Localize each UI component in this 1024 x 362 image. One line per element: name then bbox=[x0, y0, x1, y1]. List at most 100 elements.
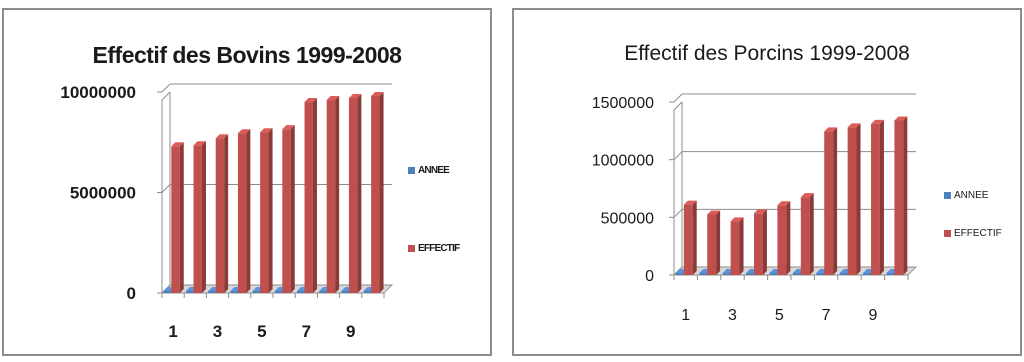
legend-label-annee: ANNEE bbox=[418, 165, 450, 176]
bar-effectif bbox=[171, 142, 184, 293]
bar-effectif bbox=[800, 193, 814, 275]
bar-effectif bbox=[193, 141, 206, 293]
x-tick-label: 7 bbox=[302, 322, 311, 341]
y-tick-label: 5000000 bbox=[70, 184, 136, 203]
bar-top bbox=[894, 116, 908, 121]
bar-top bbox=[871, 119, 884, 124]
bar-front bbox=[208, 291, 218, 293]
bar-top bbox=[193, 141, 206, 146]
bar-effectif bbox=[847, 123, 861, 275]
bar-front bbox=[252, 291, 262, 293]
bar-front bbox=[348, 98, 358, 293]
bar-front bbox=[816, 273, 827, 275]
bar-effectif bbox=[777, 201, 791, 275]
legend-item-effectif: EFFECTIF bbox=[944, 228, 1002, 239]
bar-side bbox=[856, 123, 861, 275]
bar-side bbox=[335, 96, 340, 293]
bar-front bbox=[296, 291, 307, 293]
bar-effectif bbox=[326, 96, 340, 293]
bar-front bbox=[863, 273, 873, 275]
bar-side bbox=[903, 116, 908, 275]
bar-top bbox=[730, 217, 744, 222]
bar-side bbox=[290, 125, 295, 293]
chart-title: Effectif des Bovins 1999-2008 bbox=[92, 42, 402, 68]
chart-title: Effectif des Porcins 1999-2008 bbox=[624, 42, 910, 65]
bovins-chart-panel: Effectif des Bovins 1999-2008 0 5000000 10… bbox=[2, 8, 492, 356]
bar-side bbox=[179, 142, 184, 293]
x-tick-label: 3 bbox=[213, 322, 222, 341]
gridline-side bbox=[673, 151, 683, 161]
y-axis-top-edge bbox=[161, 91, 171, 101]
legend-swatch-annee bbox=[408, 167, 415, 174]
bar-effectif bbox=[894, 116, 908, 275]
bar-effectif bbox=[304, 98, 317, 293]
bar-front bbox=[371, 96, 380, 294]
x-tick-label: 7 bbox=[822, 307, 831, 324]
legend-item-annee: ANNEE bbox=[408, 165, 450, 176]
bar-side bbox=[762, 209, 767, 275]
porcins-chart: 0 500000 1000000 1500000 1 3 5 7 9 bbox=[592, 93, 918, 324]
bar-front bbox=[800, 197, 810, 275]
bar-front bbox=[707, 214, 717, 275]
x-tick-label: 5 bbox=[775, 307, 784, 324]
x-tick-label: 9 bbox=[346, 322, 355, 341]
bar-front bbox=[699, 273, 710, 275]
bar-side bbox=[312, 98, 317, 293]
x-tick-label: 5 bbox=[257, 322, 266, 341]
bar-side bbox=[692, 200, 697, 275]
bar-top bbox=[304, 98, 317, 103]
bovins-chart: 0 5000000 10000000 1 3 5 7 9 bbox=[60, 83, 394, 341]
bar-side bbox=[379, 92, 384, 294]
gridline-side bbox=[673, 93, 683, 103]
bar-front bbox=[839, 273, 850, 275]
bar-side bbox=[809, 193, 814, 275]
y-tick-label: 1000000 bbox=[592, 153, 654, 170]
bar-top bbox=[777, 201, 791, 206]
bar-side bbox=[268, 128, 273, 293]
bar-front bbox=[341, 291, 351, 293]
y-tick-label: 1500000 bbox=[592, 95, 654, 112]
bar-front bbox=[871, 123, 880, 275]
bar-top bbox=[237, 129, 251, 134]
bar-front bbox=[237, 133, 247, 293]
x-tick-label: 3 bbox=[728, 307, 737, 324]
bar-side bbox=[833, 127, 838, 275]
bar-front bbox=[777, 205, 787, 275]
bar-front bbox=[163, 291, 174, 293]
bar-front bbox=[847, 127, 857, 275]
bar-front bbox=[326, 100, 336, 293]
bar-front bbox=[675, 273, 686, 275]
bar-top bbox=[800, 193, 814, 198]
legend-label-effectif: EFFECTIF bbox=[418, 243, 460, 254]
bar-effectif bbox=[260, 128, 273, 293]
bar-front bbox=[894, 120, 904, 275]
y-tick-label: 0 bbox=[645, 268, 654, 285]
bar-effectif bbox=[348, 94, 362, 293]
y-tick-label: 0 bbox=[127, 284, 136, 303]
bar-top bbox=[326, 96, 340, 101]
bar-front bbox=[171, 146, 180, 293]
gridline-side bbox=[161, 184, 171, 193]
gridline-side bbox=[161, 83, 171, 93]
bar-side bbox=[786, 201, 791, 275]
bar-side bbox=[224, 134, 229, 293]
bar-effectif bbox=[282, 125, 295, 293]
legend-item-effectif: EFFECTIF bbox=[408, 243, 460, 254]
bar-effectif bbox=[683, 200, 697, 275]
bar-front bbox=[886, 273, 897, 275]
bar-front bbox=[683, 204, 693, 275]
bar-front bbox=[319, 291, 329, 293]
bar-effectif bbox=[871, 119, 884, 275]
x-tick-label: 1 bbox=[681, 307, 690, 324]
x-tick-label: 9 bbox=[868, 307, 877, 324]
bar-top bbox=[215, 134, 229, 139]
bar-front bbox=[746, 273, 756, 275]
bar-front bbox=[792, 273, 803, 275]
bar-front bbox=[363, 291, 373, 293]
bar-top bbox=[171, 142, 184, 147]
bar-top bbox=[371, 92, 384, 97]
bar-top bbox=[754, 209, 767, 214]
y-tick-label: 10000000 bbox=[60, 83, 136, 102]
porcins-chart-panel: Effectif des Porcins 1999-2008 0 500000 10… bbox=[512, 8, 1022, 356]
y-axis-top-edge bbox=[673, 101, 683, 111]
